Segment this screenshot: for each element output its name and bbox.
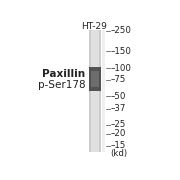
Bar xyxy=(89,67,101,91)
Text: HT-29: HT-29 xyxy=(81,22,107,31)
Text: –100: –100 xyxy=(110,64,131,73)
Bar xyxy=(102,30,105,152)
Bar xyxy=(91,30,99,152)
Text: –37: –37 xyxy=(110,104,126,113)
Text: (kd): (kd) xyxy=(110,149,127,158)
Text: Paxillin: Paxillin xyxy=(42,69,85,79)
Bar xyxy=(91,71,99,87)
Text: –75: –75 xyxy=(110,75,126,84)
Text: –25: –25 xyxy=(110,120,126,129)
Bar xyxy=(89,30,101,152)
Text: –20: –20 xyxy=(110,129,126,138)
Text: –50: –50 xyxy=(110,92,126,101)
Text: –150: –150 xyxy=(110,47,131,56)
Text: –250: –250 xyxy=(110,26,131,35)
Text: –15: –15 xyxy=(110,141,126,150)
Text: p-Ser178: p-Ser178 xyxy=(38,80,85,90)
